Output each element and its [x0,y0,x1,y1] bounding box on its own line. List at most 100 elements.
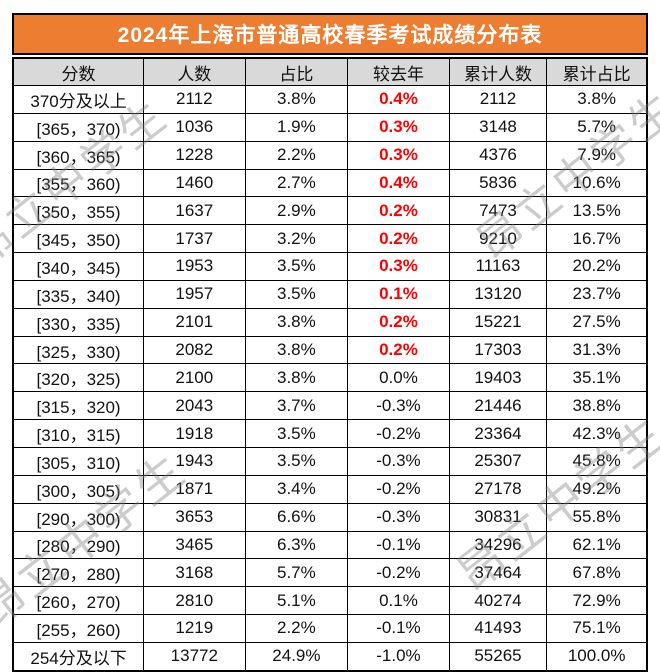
count-cell: 1957 [143,279,246,309]
count-cell: 2043 [143,391,246,421]
score-table: 分数 人数 占比 较去年 累计人数 累计占比 370分及以上 2112 3.8% 0.… [12,57,648,672]
delta-cell: 0.2% [347,307,450,337]
table-row: [315，320) 2043 3.7% -0.3% 21446 38.8% [12,391,648,421]
cum-pct-cell: 67.8% [546,558,648,588]
table-row: [330，335) 2101 3.8% 0.2% 15221 27.5% [12,307,648,337]
delta-cell: -0.2% [347,419,450,448]
cum-count-cell: 11163 [448,252,548,281]
table-row: [355，360) 1460 2.7% 0.4% 5836 10.6% [12,168,648,198]
score-distribution-page: 2024年上海市普通高校春季考试成绩分布表 分数 人数 占比 较去年 累计人数 … [12,13,648,672]
pct-cell: 3.5% [244,446,349,476]
table-body: 370分及以上 2112 3.8% 0.4% 2112 3.8% [365，370) 1036… [12,85,648,672]
delta-cell: -0.2% [347,558,450,588]
score-range-cell: [335，340) [12,279,145,309]
score-range-cell: [300，305) [12,474,145,504]
count-cell: 3653 [143,502,246,532]
column-header-score: 分数 [12,57,145,86]
pct-cell: 3.7% [244,391,349,421]
count-cell: 1228 [143,140,246,170]
score-range-cell: [320，325) [12,363,145,393]
pct-cell: 5.7% [244,558,349,588]
cum-count-cell: 37464 [448,558,548,588]
cum-count-cell: 7473 [448,196,548,226]
count-cell: 2082 [143,335,246,365]
count-cell: 1036 [143,112,246,142]
cum-pct-cell: 55.8% [546,502,648,532]
cum-pct-cell: 62.1% [546,530,648,560]
delta-cell: -0.2% [347,474,450,504]
delta-cell: -0.3% [347,446,450,476]
table-row: [300，305) 1871 3.4% -0.2% 27178 49.2% [12,474,648,504]
delta-cell: 0.4% [347,168,450,198]
pct-cell: 3.4% [244,474,349,504]
table-row: [350，355) 1637 2.9% 0.2% 7473 13.5% [12,196,648,226]
score-range-cell: [305，310) [12,446,145,476]
cum-pct-cell: 45.8% [546,446,648,476]
delta-cell: -1.0% [347,641,450,672]
column-header-cum-pct: 累计占比 [546,57,648,86]
delta-cell: 0.3% [347,112,450,142]
cum-count-cell: 9210 [448,224,548,254]
cum-pct-cell: 100.0% [546,641,648,672]
cum-pct-cell: 3.8% [546,85,648,114]
pct-cell: 2.2% [244,140,349,170]
count-cell: 2101 [143,307,246,337]
table-row: [270，280) 3168 5.7% -0.2% 37464 67.8% [12,558,648,588]
cum-pct-cell: 72.9% [546,586,648,616]
count-cell: 1219 [143,614,246,643]
table-row: [340，345) 1953 3.5% 0.3% 11163 20.2% [12,252,648,281]
cum-count-cell: 5836 [448,168,548,198]
cum-pct-cell: 27.5% [546,307,648,337]
cum-pct-cell: 31.3% [546,335,648,365]
cum-count-cell: 19403 [448,363,548,393]
cum-count-cell: 13120 [448,279,548,309]
score-range-cell: [315，320) [12,391,145,421]
cum-count-cell: 25307 [448,446,548,476]
table-row: [260，270) 2810 5.1% 0.1% 40274 72.9% [12,586,648,616]
table-header: 分数 人数 占比 较去年 累计人数 累计占比 [12,57,648,86]
count-cell: 2810 [143,586,246,616]
score-range-cell: [290，300) [12,502,145,532]
pct-cell: 2.7% [244,168,349,198]
cum-pct-cell: 20.2% [546,252,648,281]
pct-cell: 3.5% [244,419,349,448]
cum-count-cell: 4376 [448,140,548,170]
table-row: [345，350) 1737 3.2% 0.2% 9210 16.7% [12,224,648,254]
count-cell: 1953 [143,252,246,281]
count-cell: 13772 [143,641,246,672]
pct-cell: 3.8% [244,85,349,114]
delta-cell: -0.1% [347,530,450,560]
table-row: [310，315) 1918 3.5% -0.2% 23364 42.3% [12,419,648,448]
pct-cell: 3.5% [244,252,349,281]
delta-cell: -0.3% [347,502,450,532]
delta-cell: 0.2% [347,224,450,254]
pct-cell: 2.9% [244,196,349,226]
count-cell: 1737 [143,224,246,254]
score-range-cell: [325，330) [12,335,145,365]
count-cell: 1637 [143,196,246,226]
table-row: [320，325) 2100 3.8% 0.0% 19403 35.1% [12,363,648,393]
pct-cell: 1.9% [244,112,349,142]
cum-count-cell: 27178 [448,474,548,504]
count-cell: 3465 [143,530,246,560]
count-cell: 2112 [143,85,246,114]
delta-cell: 0.4% [347,85,450,114]
column-header-pct: 占比 [244,57,349,86]
count-cell: 3168 [143,558,246,588]
table-row: [255，260) 1219 2.2% -0.1% 41493 75.1% [12,614,648,643]
pct-cell: 3.8% [244,307,349,337]
table-row: [360，365) 1228 2.2% 0.3% 4376 7.9% [12,140,648,170]
page-title: 2024年上海市普通高校春季考试成绩分布表 [117,24,543,47]
score-range-cell: [270，280) [12,558,145,588]
cum-count-cell: 30831 [448,502,548,532]
delta-cell: -0.1% [347,614,450,643]
table-row: 254分及以下 13772 24.9% -1.0% 55265 100.0% [12,641,648,672]
cum-count-cell: 41493 [448,614,548,643]
score-range-cell: [360，365) [12,140,145,170]
cum-pct-cell: 42.3% [546,419,648,448]
table-row: [280，290) 3465 6.3% -0.1% 34296 62.1% [12,530,648,560]
count-cell: 1871 [143,474,246,504]
cum-pct-cell: 75.1% [546,614,648,643]
score-range-cell: [345，350) [12,224,145,254]
delta-cell: 0.2% [347,335,450,365]
